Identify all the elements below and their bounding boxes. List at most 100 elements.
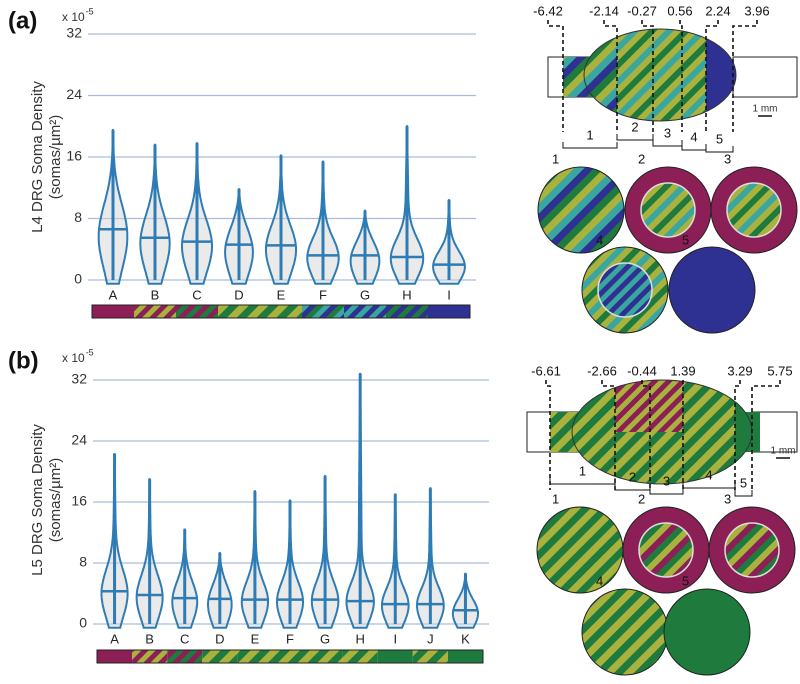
x-tick-label: C <box>192 287 201 302</box>
section-label: 3 <box>663 473 670 488</box>
position-label: 3.96 <box>744 3 769 18</box>
x-tick-label: G <box>320 631 330 646</box>
region-swatch <box>237 650 273 663</box>
y-tick-label: 0 <box>79 615 87 631</box>
region-swatch <box>92 305 134 318</box>
cross-section-label: 4 <box>596 232 603 247</box>
region-swatch <box>307 650 343 663</box>
y-tick-label: 32 <box>66 25 82 41</box>
region-swatch <box>202 650 238 663</box>
position-label: 0.56 <box>667 3 692 18</box>
section-label: 1 <box>579 463 586 478</box>
cross-section <box>668 246 756 334</box>
region-swatch <box>377 650 413 663</box>
y-tick-label: 0 <box>74 271 82 287</box>
cross-section <box>536 506 624 594</box>
section-line <box>734 380 741 490</box>
x-tick-label: B <box>145 631 154 646</box>
section-line <box>732 20 758 132</box>
cross-section <box>581 588 669 676</box>
bracket <box>705 146 734 153</box>
y-axis-label: L4 DRG Soma Density <box>29 81 46 233</box>
x-tick-label: G <box>360 287 370 302</box>
bracket <box>734 490 753 497</box>
position-label: 2.24 <box>705 3 730 18</box>
region <box>683 380 735 484</box>
y-tick-label: 8 <box>74 209 82 225</box>
cross-section <box>663 588 751 676</box>
region-swatch <box>412 650 448 663</box>
x-tick-label: F <box>286 631 294 646</box>
section-label: 5 <box>716 131 723 146</box>
x-tick-label: F <box>319 287 327 302</box>
cross-section-label: 4 <box>596 573 603 588</box>
bracket <box>652 140 683 147</box>
position-label: 3.29 <box>727 363 752 378</box>
section-label: 4 <box>690 129 697 144</box>
cross-section-label: 1 <box>552 491 559 506</box>
cross-section-label: 3 <box>724 491 731 506</box>
section-label: 2 <box>629 469 636 484</box>
axis-multiplier: x 10 <box>62 351 85 365</box>
section-label: 2 <box>631 119 638 134</box>
region-swatch <box>386 305 428 318</box>
region-swatch <box>97 650 133 663</box>
region-swatch <box>447 650 483 663</box>
position-label: -2.14 <box>589 3 619 18</box>
position-label: -6.61 <box>531 363 561 378</box>
position-label: -0.27 <box>627 3 657 18</box>
cross-section-core <box>597 262 653 318</box>
ganglion-outline <box>583 28 737 122</box>
axis-multiplier-exponent: -5 <box>86 347 94 357</box>
section-line <box>641 20 654 132</box>
region-swatch <box>134 305 176 318</box>
section-line <box>603 20 618 132</box>
x-tick-label: C <box>180 631 189 646</box>
x-tick-label: E <box>251 631 260 646</box>
y-axis-label: L5 DRG Soma Density <box>29 424 46 576</box>
x-tick-label: I <box>447 287 451 302</box>
root-right <box>732 56 798 98</box>
region-swatch <box>302 305 344 318</box>
axis-multiplier-exponent: -5 <box>86 6 94 16</box>
section-line <box>601 380 616 490</box>
x-tick-label: J <box>427 631 434 646</box>
cross-section-label: 5 <box>682 232 689 247</box>
x-tick-label: I <box>393 631 397 646</box>
position-label: 1.39 <box>670 363 695 378</box>
region-swatch <box>260 305 302 318</box>
cross-section-label: 2 <box>638 151 645 166</box>
cross-section <box>537 166 625 254</box>
x-tick-label: H <box>402 287 411 302</box>
section-label: 5 <box>740 475 747 490</box>
x-tick-label: E <box>277 287 286 302</box>
panel-label: (b) <box>8 347 39 374</box>
cross-section-label: 1 <box>552 151 559 166</box>
x-tick-label: B <box>151 287 160 302</box>
position-label: -6.42 <box>533 3 563 18</box>
x-tick-label: D <box>234 287 243 302</box>
region-swatch <box>132 650 168 663</box>
x-tick-label: K <box>461 631 470 646</box>
x-tick-label: H <box>355 631 364 646</box>
region-swatch <box>342 650 378 663</box>
bracket <box>562 142 618 149</box>
axis-multiplier: x 10 <box>62 10 85 24</box>
bracket <box>616 134 654 141</box>
y-tick-label: 32 <box>71 371 87 387</box>
y-axis-label: (somas/µm²) <box>47 115 64 199</box>
y-tick-label: 8 <box>79 554 87 570</box>
scale-label: 1 mm <box>753 104 778 115</box>
bracket <box>549 478 616 485</box>
y-tick-label: 24 <box>71 432 87 448</box>
bracket <box>649 488 684 495</box>
y-tick-label: 24 <box>66 86 82 102</box>
section-line <box>547 20 564 132</box>
cross-section-label: 2 <box>638 491 645 506</box>
bracket <box>682 482 736 489</box>
region-swatch <box>218 305 260 318</box>
cross-section-core <box>638 522 694 578</box>
y-tick-label: 16 <box>71 493 87 509</box>
x-tick-label: A <box>110 631 119 646</box>
